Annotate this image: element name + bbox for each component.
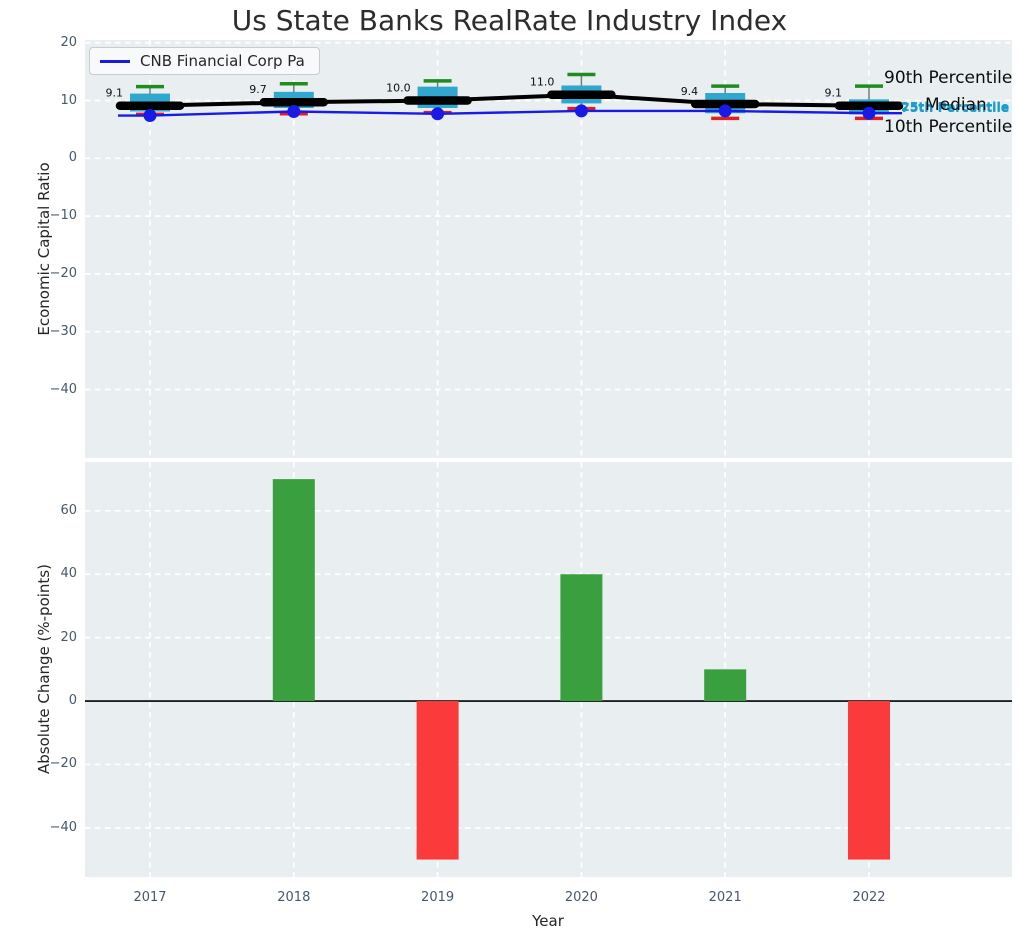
median-value-label: 9.7 [249, 83, 266, 96]
top-y-axis-label: Economic Capital Ratio [35, 162, 53, 336]
y-tick-label: 0 [68, 693, 77, 709]
bottom-chart-canvas [85, 462, 1012, 877]
bottom-plot-area [85, 462, 1012, 877]
y-tick-label: −40 [49, 381, 77, 397]
x-tick-label: 2018 [277, 890, 311, 905]
legend-label: CNB Financial Corp Pa [140, 52, 305, 70]
y-tick-label: 40 [60, 566, 77, 582]
top-chart-canvas: 9.1 9.7 10.0 11.0 9.4 9.1 [85, 40, 1012, 458]
median-value-label: 9.1 [106, 87, 124, 100]
chart-title: Us State Banks RealRate Industry Index [231, 4, 788, 37]
y-tick-label: −10 [49, 208, 77, 224]
company-marker [431, 107, 445, 121]
change-bar [272, 479, 315, 702]
change-bar [704, 669, 747, 702]
company-marker [287, 104, 301, 118]
bottom-y-axis-label: Absolute Change (%-points) [35, 564, 53, 774]
x-tick-label: 2021 [708, 890, 742, 905]
x-tick-label: 2019 [421, 890, 455, 905]
y-tick-label: 20 [60, 629, 77, 645]
y-tick-label: 10 [60, 92, 77, 108]
legend: CNB Financial Corp Pa [89, 47, 320, 75]
company-marker [143, 109, 157, 123]
legend-line-sample-icon [100, 59, 130, 63]
median-value-label: 11.0 [530, 76, 555, 89]
annotation-75th-percentile: 75th Percentile [901, 100, 1010, 115]
change-bar [848, 701, 890, 860]
annotation-10th-percentile: 10th Percentile [884, 117, 1013, 137]
y-tick-label: −40 [49, 819, 77, 835]
company-marker [574, 104, 588, 118]
median-value-label: 9.4 [681, 85, 699, 98]
annotation-median: Median [925, 95, 987, 115]
change-bar [416, 701, 459, 860]
x-tick-label: 2022 [852, 890, 886, 905]
y-tick-label: −20 [49, 265, 77, 281]
annotation-25th-percentile: 25th Percentile [901, 99, 1010, 114]
company-marker [718, 104, 732, 118]
y-tick-label: 20 [60, 34, 77, 50]
x-tick-label: 2017 [133, 890, 167, 905]
median-value-label: 9.1 [825, 87, 843, 100]
company-marker [862, 106, 876, 120]
median-value-label: 10.0 [386, 82, 411, 95]
y-tick-label: −20 [49, 756, 77, 772]
top-plot-area: 9.1 9.7 10.0 11.0 9.4 9.1 CNB Financial Corp … [85, 40, 1012, 458]
change-bar [560, 574, 603, 702]
company-line [118, 109, 902, 117]
annotation-90th-percentile: 90th Percentile [884, 68, 1013, 88]
y-tick-label: −30 [49, 323, 77, 339]
x-tick-label: 2020 [564, 890, 598, 905]
y-tick-label: 0 [68, 150, 77, 166]
x-axis-label: Year [532, 912, 564, 930]
y-tick-label: 60 [60, 502, 77, 518]
